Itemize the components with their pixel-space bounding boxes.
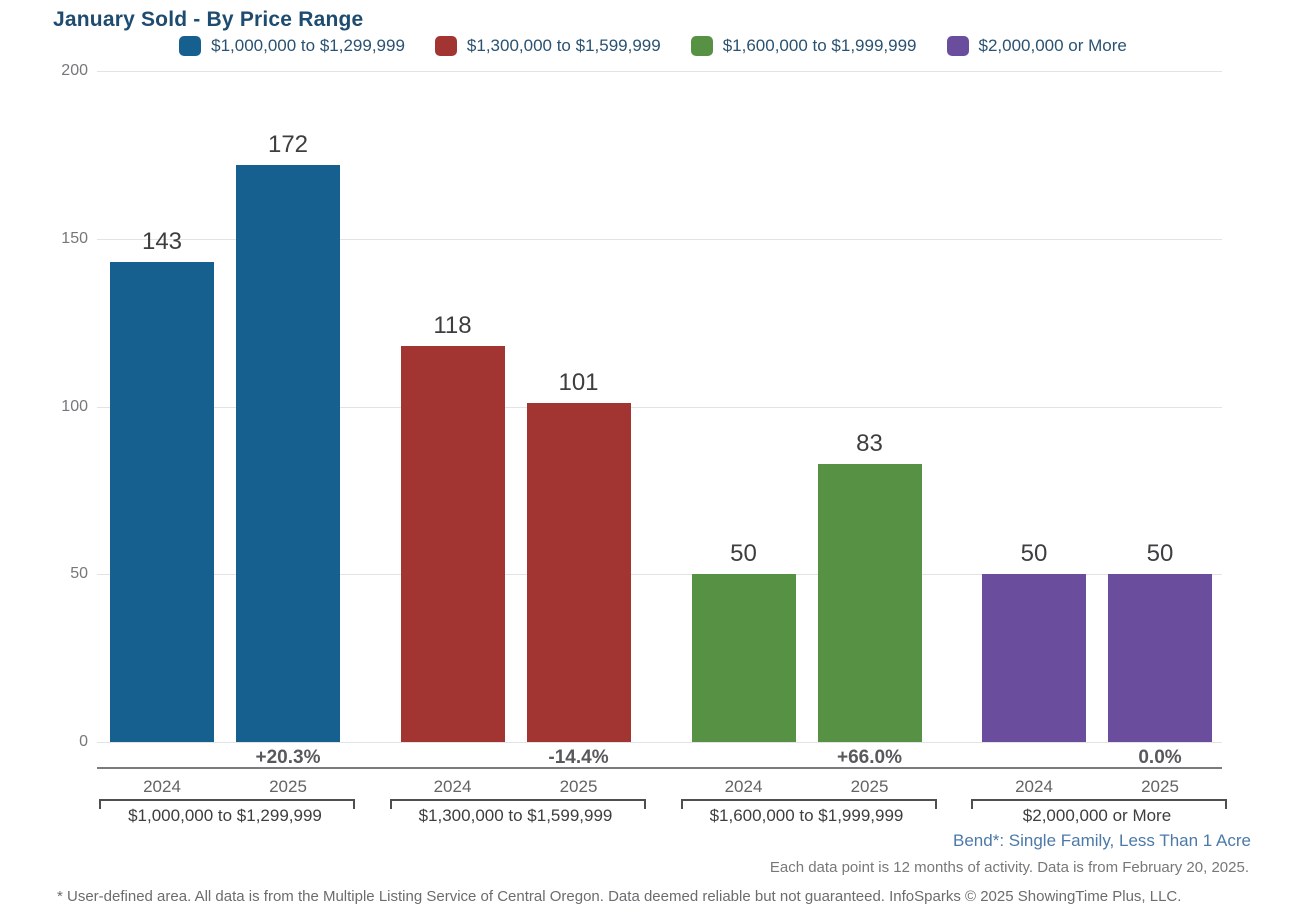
y-axis-tick-label: 100 — [61, 397, 88, 415]
x-axis-year-label: 2025 — [1141, 777, 1179, 796]
legend-item-3[interactable]: $1,600,000 to $1,999,999 — [690, 36, 917, 56]
bar-value-label: 118 — [433, 312, 472, 340]
percent-change-label: 0.0% — [1138, 747, 1182, 768]
price-range-group-label: $1,300,000 to $1,599,999 — [418, 806, 613, 825]
bar-value-label: 143 — [141, 228, 183, 256]
legend-swatch-icon — [690, 36, 713, 56]
legend-item-1[interactable]: $1,000,000 to $1,299,999 — [179, 36, 405, 56]
legend-item-label: $1,300,000 to $1,599,999 — [466, 36, 661, 55]
legend-item-label: $1,000,000 to $1,299,999 — [211, 36, 405, 55]
x-axis-year-label: 2024 — [143, 777, 181, 796]
x-axis-year-label: 2025 — [850, 777, 889, 796]
bar-2025-group2[interactable] — [526, 403, 631, 742]
gridline-200 — [97, 71, 1222, 72]
price-range-group-label: $2,000,000 or More — [1022, 806, 1172, 825]
percent-change-label: +20.3% — [255, 747, 321, 768]
bar-2025-group4[interactable] — [1108, 574, 1212, 742]
x-axis-year-label: 2024 — [433, 777, 472, 796]
price-range-group-label: $1,000,000 to $1,299,999 — [128, 806, 322, 825]
bar-value-label: 50 — [1146, 540, 1174, 568]
bar-2024-group2[interactable] — [400, 346, 505, 742]
data-note: Each data point is 12 months of activity… — [769, 859, 1249, 876]
gridline-50 — [97, 574, 1222, 576]
legend: $1,000,000 to $1,299,999 $1,300,000 to $1… — [0, 36, 1306, 56]
legend-swatch-icon — [946, 36, 969, 56]
bar-value-label: 50 — [1020, 540, 1048, 568]
group-bracket — [389, 799, 646, 809]
bar-value-label: 83 — [856, 429, 883, 457]
area-context-label: Bend*: Single Family, Less Than 1 Acre — [953, 831, 1251, 850]
legend-item-label: $1,600,000 to $1,999,999 — [722, 36, 917, 55]
bar-value-label: 172 — [267, 130, 309, 158]
legend-swatch-icon — [179, 36, 202, 56]
gridline-100 — [97, 406, 1222, 408]
percent-change-label: -14.4% — [548, 747, 609, 768]
x-axis-year-label: 2024 — [1015, 777, 1053, 796]
legend-item-2[interactable]: $1,300,000 to $1,599,999 — [434, 36, 661, 56]
x-axis-year-label: 2025 — [559, 777, 598, 796]
y-axis-tick-label: 0 — [79, 733, 88, 750]
legend-item-4[interactable]: $2,000,000 or More — [946, 36, 1127, 56]
legend-item-label: $2,000,000 or More — [978, 36, 1127, 55]
price-range-group-label: $1,600,000 to $1,999,999 — [709, 806, 904, 825]
chart-title: January Sold - By Price Range — [53, 8, 364, 31]
bar-2025-group1[interactable] — [236, 164, 340, 742]
y-axis-tick-label: 50 — [70, 565, 88, 583]
bar-2024-group3[interactable] — [691, 574, 796, 742]
bar-value-label: 50 — [730, 540, 757, 568]
bar-value-label: 101 — [558, 369, 599, 397]
gridline-150 — [97, 238, 1222, 240]
disclaimer-footnote: * User-defined area. All data is from th… — [57, 888, 1182, 905]
x-axis-year-label: 2025 — [269, 777, 307, 796]
group-bracket — [680, 799, 937, 809]
bar-2024-group4[interactable] — [982, 574, 1086, 742]
legend-swatch-icon — [434, 36, 457, 56]
group-bracket — [99, 799, 355, 809]
group-bracket — [971, 799, 1227, 809]
x-axis-year-label: 2024 — [724, 777, 763, 796]
y-axis-tick-label: 150 — [61, 229, 88, 247]
bar-2025-group3[interactable] — [817, 463, 922, 742]
gridline-0 — [97, 742, 1222, 743]
bar-2024-group1[interactable] — [110, 262, 214, 742]
y-axis-tick-label: 200 — [61, 62, 88, 79]
percent-row-underline — [97, 767, 1222, 769]
percent-change-label: +66.0% — [837, 747, 902, 768]
